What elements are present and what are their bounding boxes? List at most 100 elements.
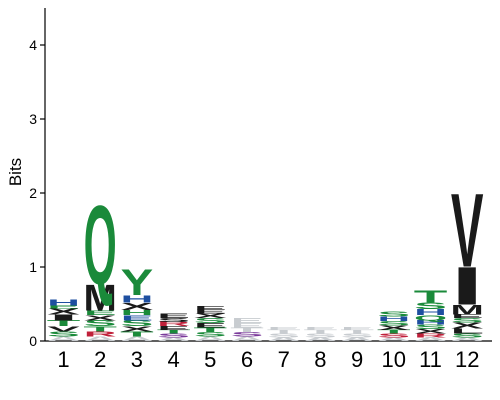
logo-letter: T — [83, 325, 117, 333]
logo-letter: S — [414, 324, 447, 331]
logo-letter: X — [451, 321, 484, 330]
logo-letter: A — [451, 336, 484, 342]
x-tick-label-4: 4 — [167, 347, 179, 372]
x-tick-label-7: 7 — [278, 347, 290, 372]
logo-letter: H — [120, 293, 153, 305]
logo-letter: S — [231, 331, 264, 338]
x-tick-label-6: 6 — [241, 347, 253, 372]
logo-letter: S — [377, 333, 410, 339]
logo-letter: M — [451, 303, 484, 318]
logo-letter: E — [194, 322, 227, 329]
x-tick-label-2: 2 — [94, 347, 106, 372]
logo-letter: X — [47, 307, 80, 316]
y-tick-label: 3 — [29, 111, 37, 127]
logo-letter: T — [414, 287, 448, 307]
logo-letter: T — [340, 329, 374, 335]
x-axis: 1 2 3 4 5 6 7 8 9 10 11 12 — [45, 340, 492, 372]
logo-letter: T — [304, 329, 338, 335]
y-tick-label: 0 — [29, 333, 37, 349]
logo-letter: E — [341, 326, 374, 331]
logo-letter: H — [414, 319, 447, 326]
logo-letter: S — [121, 319, 154, 328]
logo-letter: H — [47, 298, 80, 307]
y-axis-title: Bits — [6, 158, 25, 186]
y-axis: 0 1 2 3 4 — [29, 8, 46, 349]
x-tick-label-8: 8 — [314, 347, 326, 372]
logo-letter: T — [157, 329, 191, 335]
logo-letter: A — [377, 336, 410, 342]
logo-letter: S — [157, 333, 190, 339]
x-tick-label-11: 11 — [419, 347, 442, 372]
logo-letter: X — [378, 324, 411, 331]
logo-letter: A — [341, 336, 374, 342]
logo-letter: E — [157, 325, 190, 331]
logo-letter: S — [414, 301, 447, 311]
logo-letter: L — [450, 327, 484, 335]
x-tick-label-3: 3 — [131, 347, 143, 372]
logo-letter: E — [304, 326, 337, 331]
x-tick-label-5: 5 — [204, 347, 216, 372]
logo-letter: M — [84, 278, 117, 319]
logo-letter: A — [84, 335, 117, 342]
logo-letter: E — [231, 317, 264, 325]
logo-letter: V — [451, 173, 484, 290]
logo-letter: A — [194, 335, 227, 342]
logo-letter: S — [47, 330, 80, 338]
logo-letter: E — [121, 314, 154, 322]
logo-letter: T — [194, 327, 228, 334]
logo-letter: T — [230, 327, 264, 334]
logo-letter: S — [157, 317, 190, 323]
logo-letter: Q — [84, 182, 117, 308]
logo-letter: Q — [414, 314, 447, 322]
logo-letter: A — [157, 336, 190, 342]
logo-letter: T — [267, 329, 301, 335]
logo-letter: E — [47, 305, 80, 310]
logo-letter: X — [194, 313, 227, 320]
logo-letter: T — [47, 319, 81, 328]
logo-letter: A — [267, 336, 300, 342]
x-tick-label-1: 1 — [57, 347, 69, 372]
logo-letter: T — [120, 330, 154, 338]
logo-letter: H — [414, 308, 447, 317]
logo-letter: I — [451, 256, 484, 316]
logo-letter: R — [414, 333, 447, 339]
logo-letter: X — [121, 325, 154, 333]
logo-letter: S — [304, 333, 337, 339]
logo-letter: S — [341, 333, 374, 339]
logo-letter: X — [414, 328, 447, 335]
y-tick-label: 2 — [29, 185, 37, 201]
x-tick-label-10: 10 — [382, 347, 406, 372]
logo-letter: A — [304, 336, 337, 342]
logo-letter: I — [47, 313, 80, 322]
logo-stacks: ASVTIXEHARTSXEMQATXSEHXHYASTERSEASTESXEE… — [47, 173, 485, 343]
logo-letter: V — [47, 325, 81, 333]
logo-letter: S — [84, 319, 117, 328]
logo-letter: S — [451, 333, 484, 339]
logo-letter: S — [378, 320, 411, 327]
x-tick-label-9: 9 — [351, 347, 363, 372]
logo-letter: A — [414, 336, 447, 342]
logo-letter: R — [157, 321, 190, 328]
logo-letter: E — [451, 314, 484, 320]
y-tick-label: 1 — [29, 259, 37, 275]
y-tick-label: 4 — [29, 37, 37, 53]
x-tick-label-12: 12 — [455, 347, 479, 372]
logo-letter: H — [377, 316, 410, 323]
logo-letter: X — [121, 301, 154, 312]
logo-letter: X — [84, 314, 117, 322]
logo-letter: A — [231, 335, 264, 342]
logo-letter: Y — [121, 263, 154, 304]
logo-letter: E — [84, 310, 117, 317]
